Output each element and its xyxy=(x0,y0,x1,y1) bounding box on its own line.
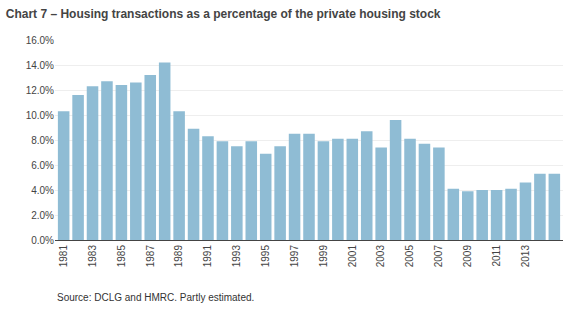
svg-text:1989: 1989 xyxy=(173,245,184,268)
svg-text:2013: 2013 xyxy=(520,245,531,268)
svg-text:2009: 2009 xyxy=(462,245,473,268)
svg-text:1983: 1983 xyxy=(87,245,98,268)
svg-text:2001: 2001 xyxy=(347,245,358,268)
svg-text:14.0%: 14.0% xyxy=(26,60,54,71)
svg-text:2005: 2005 xyxy=(404,245,415,268)
svg-text:1997: 1997 xyxy=(289,245,300,268)
svg-text:4.0%: 4.0% xyxy=(31,185,54,196)
svg-text:12.0%: 12.0% xyxy=(26,85,54,96)
svg-text:1981: 1981 xyxy=(58,245,69,268)
svg-text:0.0%: 0.0% xyxy=(31,235,54,246)
svg-text:1999: 1999 xyxy=(318,245,329,268)
svg-text:Source: DCLG and HMRC. Partly: Source: DCLG and HMRC. Partly estimated. xyxy=(57,292,254,303)
svg-text:Chart 7 – Housing transactions: Chart 7 – Housing transactions as a perc… xyxy=(6,7,441,21)
svg-text:1991: 1991 xyxy=(202,245,213,268)
svg-text:2011: 2011 xyxy=(491,245,502,267)
svg-text:2007: 2007 xyxy=(433,245,444,268)
svg-text:1985: 1985 xyxy=(116,245,127,268)
svg-text:1987: 1987 xyxy=(145,245,156,268)
svg-text:6.0%: 6.0% xyxy=(31,160,54,171)
svg-text:10.0%: 10.0% xyxy=(26,110,54,121)
svg-text:1995: 1995 xyxy=(260,245,271,268)
svg-text:1993: 1993 xyxy=(231,245,242,268)
svg-text:8.0%: 8.0% xyxy=(31,135,54,146)
svg-text:2003: 2003 xyxy=(375,245,386,268)
svg-text:2.0%: 2.0% xyxy=(31,210,54,221)
svg-text:16.0%: 16.0% xyxy=(26,35,54,46)
